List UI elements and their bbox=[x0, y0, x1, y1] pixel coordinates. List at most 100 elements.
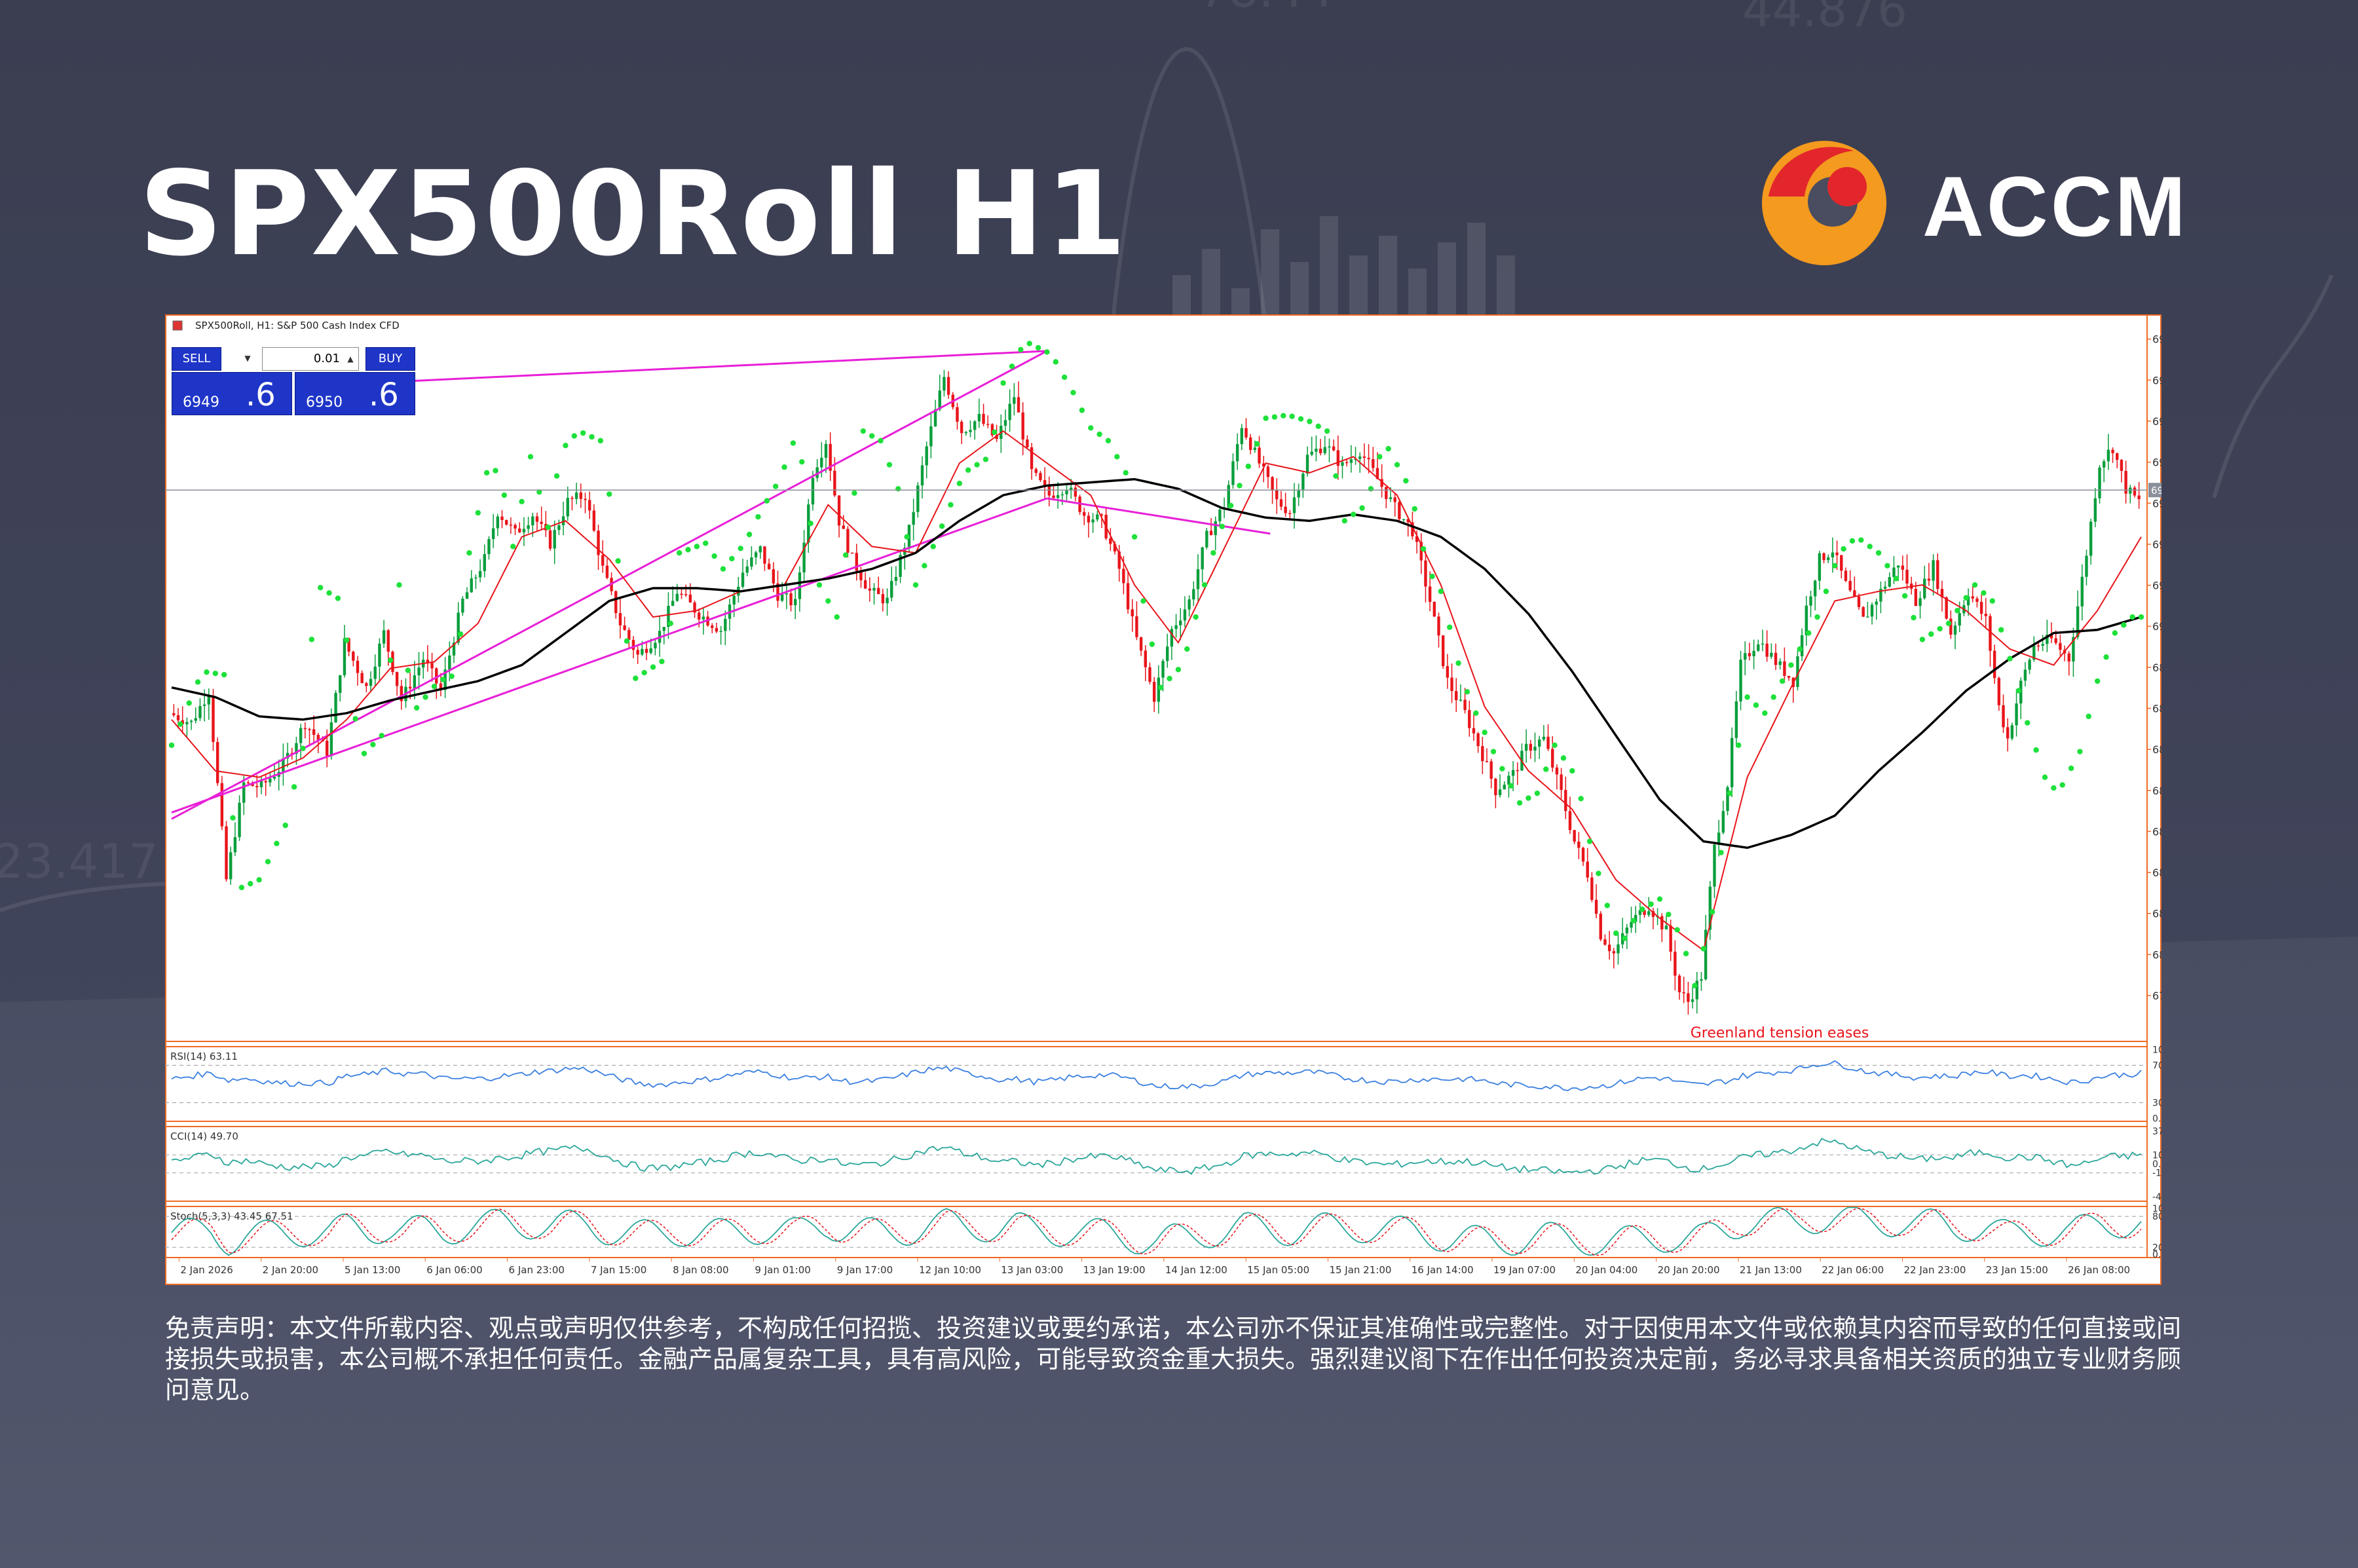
candle-body bbox=[1489, 761, 1493, 779]
time-tick-label: 16 Jan 14:00 bbox=[1412, 1264, 1474, 1276]
sar-dot bbox=[2051, 785, 2057, 791]
candle-body bbox=[649, 648, 652, 653]
candle-body bbox=[303, 728, 307, 730]
bull-candle bbox=[1533, 732, 1537, 762]
candle-body bbox=[1336, 450, 1340, 466]
candle-body bbox=[1052, 495, 1055, 498]
bull-candle bbox=[750, 546, 753, 570]
price-tick-label: 6996.7 bbox=[2152, 333, 2162, 346]
lot-down-arrow-icon[interactable]: ▼ bbox=[244, 354, 251, 363]
time-tick-label: 2 Jan 2026 bbox=[180, 1264, 233, 1276]
sar-dot bbox=[1193, 614, 1199, 620]
candle-body bbox=[1341, 462, 1344, 466]
sar-dot bbox=[440, 677, 446, 682]
indicator-label: Stoch(5,3,3) 43.45 67.51 bbox=[170, 1210, 293, 1222]
sar-dot bbox=[238, 884, 245, 891]
candle-body bbox=[1770, 652, 1773, 657]
candle-body bbox=[1017, 397, 1020, 413]
candle-body bbox=[1634, 914, 1638, 922]
candle-body bbox=[290, 753, 293, 755]
bear-candle bbox=[1682, 977, 1685, 1003]
candle-body bbox=[2089, 521, 2093, 556]
candle-body bbox=[1411, 522, 1414, 536]
bear-candle bbox=[855, 544, 858, 581]
bear-candle bbox=[1971, 586, 1974, 603]
sar-dot bbox=[1648, 901, 1654, 907]
time-tick-label: 6 Jan 23:00 bbox=[509, 1264, 565, 1276]
candle-body bbox=[514, 525, 517, 529]
candle-body bbox=[1721, 811, 1725, 833]
trendline bbox=[171, 350, 1048, 820]
buy-price-button[interactable]: 6950 .6 bbox=[295, 372, 415, 415]
bull-candle bbox=[719, 625, 722, 645]
bear-candle bbox=[956, 402, 959, 430]
candle-body bbox=[1258, 447, 1261, 464]
bear-candle bbox=[1560, 768, 1563, 799]
candle-body bbox=[246, 782, 250, 783]
bull-candle bbox=[1166, 633, 1169, 668]
candle-body bbox=[2124, 470, 2127, 494]
sar-dot bbox=[2068, 765, 2074, 772]
sar-dot bbox=[2112, 630, 2118, 636]
candle-body bbox=[890, 580, 893, 598]
candle-body bbox=[238, 802, 241, 838]
buy-button[interactable]: BUY bbox=[365, 347, 415, 371]
bear-candle bbox=[1979, 594, 1983, 620]
bull-candle bbox=[2103, 459, 2106, 483]
candle-body bbox=[457, 612, 460, 643]
bear-candle bbox=[1332, 439, 1336, 452]
candle-body bbox=[1761, 643, 1765, 645]
candle-body bbox=[417, 667, 421, 676]
bull-candle bbox=[1761, 629, 1765, 652]
candle-body bbox=[1288, 513, 1292, 514]
time-tick-label: 8 Jan 08:00 bbox=[673, 1264, 728, 1276]
candle-body bbox=[229, 852, 233, 880]
candle-body bbox=[754, 552, 758, 557]
bull-candle bbox=[1620, 918, 1624, 948]
sar-dot bbox=[641, 669, 647, 676]
candle-body bbox=[1787, 676, 1791, 678]
bull-candle bbox=[343, 625, 346, 678]
price-chart[interactable]: SPX500Roll, H1: S&P 500 Cash Index CFD 69… bbox=[165, 314, 2162, 1285]
sar-dot bbox=[1061, 374, 1068, 381]
buy-price-main: 6950 bbox=[306, 394, 343, 411]
sar-dot bbox=[1604, 903, 1610, 908]
chart-window[interactable]: SPX500Roll, H1: S&P 500 Cash Index CFD 69… bbox=[165, 314, 2162, 1285]
price-tick-label: 6843.1 bbox=[2152, 825, 2162, 838]
indicator-level-label: 20.00 bbox=[2152, 1242, 2162, 1253]
candle-body bbox=[1840, 555, 1843, 571]
candle-body bbox=[2006, 727, 2010, 739]
sell-button[interactable]: SELL bbox=[172, 347, 221, 371]
candle-body bbox=[1091, 519, 1095, 523]
sar-dot bbox=[449, 673, 455, 679]
slow-moving-average bbox=[171, 477, 2142, 849]
indicator-signal-line bbox=[171, 1208, 2142, 1256]
candle-body bbox=[1231, 461, 1235, 485]
lot-up-arrow-icon[interactable]: ▲ bbox=[347, 354, 354, 364]
bull-candle bbox=[728, 599, 732, 631]
sar-dot bbox=[1586, 838, 1593, 844]
candle-body bbox=[837, 495, 841, 526]
sar-dot bbox=[2015, 688, 2022, 694]
candle-body bbox=[1713, 844, 1716, 887]
lot-size-input[interactable]: 0.01 ▲ bbox=[262, 347, 359, 371]
bear-candle bbox=[2059, 634, 2062, 656]
bear-candle bbox=[255, 775, 259, 798]
bull-candle bbox=[1542, 724, 1546, 741]
candle-body bbox=[1253, 447, 1257, 451]
bull-candle bbox=[916, 482, 920, 518]
bear-candle bbox=[439, 673, 443, 697]
candle-body bbox=[684, 594, 688, 595]
candle-body bbox=[1446, 666, 1450, 678]
candle-body bbox=[413, 675, 417, 689]
bear-candle bbox=[789, 588, 793, 612]
candle-body bbox=[1752, 650, 1755, 656]
candle-body bbox=[711, 625, 714, 628]
sell-price-button[interactable]: 6949 .6 bbox=[172, 372, 292, 415]
indicator-pane-stoch: Stoch(5,3,3) 43.45 67.51 100.0080.00 20.00… bbox=[165, 1204, 2162, 1260]
sar-dot bbox=[729, 555, 735, 562]
sar-dot bbox=[685, 547, 691, 553]
bear-candle bbox=[1398, 498, 1401, 522]
sar-dot bbox=[676, 550, 683, 556]
bear-candle bbox=[1687, 981, 1690, 1015]
